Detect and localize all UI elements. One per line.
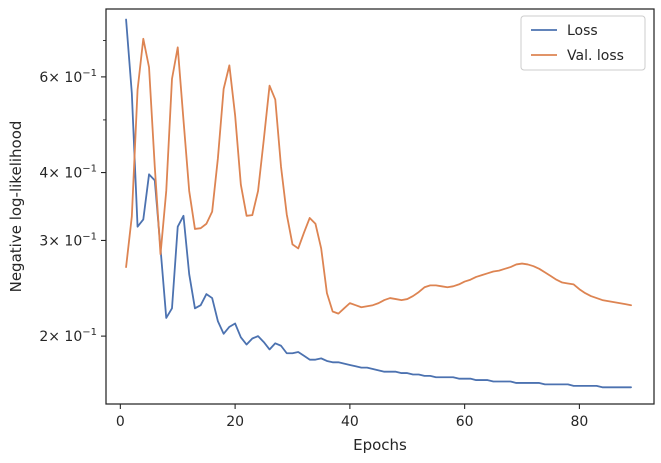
x-tick-label: 20	[226, 414, 244, 430]
series-line-val-loss	[125, 37, 632, 315]
x-tick-label: 40	[341, 414, 359, 430]
x-tick-label: 0	[116, 414, 125, 430]
legend: Loss Val. loss	[520, 15, 646, 71]
x-axis-label: Epochs	[353, 436, 407, 454]
y-tick-label: 3× 10−1	[39, 231, 97, 249]
series-line-loss	[125, 18, 632, 389]
y-axis-label: Negative log-likelihood	[7, 121, 25, 293]
y-tick-label: 4× 10−1	[39, 164, 97, 182]
x-axis: 0 20 40 60 80	[116, 404, 588, 430]
y-tick-label: 2× 10−1	[39, 327, 97, 345]
y-tick-label: 6× 10−1	[39, 68, 97, 86]
x-tick-label: 80	[570, 414, 588, 430]
x-tick-label: 60	[456, 414, 474, 430]
plot-area	[106, 9, 654, 404]
legend-label-loss: Loss	[567, 23, 598, 39]
y-axis: 2× 10−1 3× 10−1 4× 10−1 6× 10−1	[39, 40, 106, 345]
plot-frame	[105, 8, 655, 405]
legend-label-val-loss: Val. loss	[567, 48, 624, 64]
series-layer	[125, 18, 632, 389]
